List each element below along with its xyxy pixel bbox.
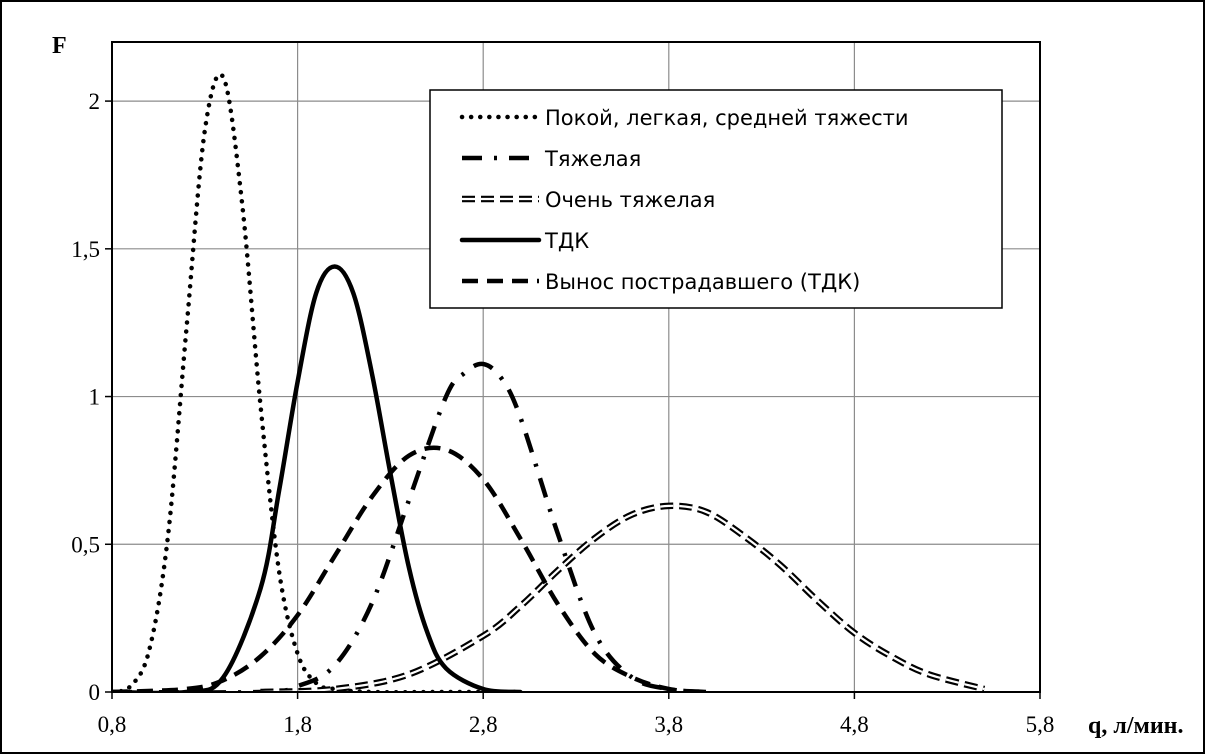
legend-label-0: Покой, легкая, средней тяжести bbox=[545, 106, 909, 130]
legend: Покой, легкая, средней тяжести Тяжелая Оче… bbox=[429, 89, 1003, 309]
x-ticks: 0,8 1,8 2,8 3,8 4,8 5,8 bbox=[98, 692, 1055, 737]
plot-area-border bbox=[111, 41, 1041, 693]
y-tick-label: 2 bbox=[89, 89, 101, 114]
series-line-4 bbox=[112, 445, 707, 692]
legend-label-3: ТДК bbox=[544, 229, 589, 253]
y-ticks: 0 0,5 1 1,5 2 bbox=[71, 89, 112, 705]
series-line-1 bbox=[112, 361, 707, 692]
legend-label-2: Очень тяжелая bbox=[545, 188, 715, 212]
y-tick-label: 1,5 bbox=[71, 237, 100, 262]
y-axis-label: F bbox=[52, 33, 67, 59]
x-tick-label: 5,8 bbox=[1026, 712, 1055, 737]
series-line-3 bbox=[112, 264, 523, 692]
x-axis-label: q, л/мин. bbox=[1088, 713, 1183, 739]
series-line-2 bbox=[260, 502, 986, 692]
x-tick-label: 0,8 bbox=[98, 712, 127, 737]
series-layer bbox=[112, 72, 986, 692]
x-tick-label: 3,8 bbox=[654, 712, 683, 737]
y-tick-label: 1 bbox=[89, 385, 101, 410]
x-tick-label: 4,8 bbox=[840, 712, 869, 737]
legend-label-4: Вынос пострадавшего (ТДК) bbox=[545, 270, 860, 294]
series-line-2 bbox=[260, 504, 985, 692]
x-tick-label: 1,8 bbox=[283, 712, 312, 737]
series-line-0 bbox=[112, 72, 523, 692]
y-tick-label: 0,5 bbox=[71, 532, 100, 557]
legend-label-1: Тяжелая bbox=[544, 147, 641, 171]
x-tick-label: 2,8 bbox=[469, 712, 498, 737]
y-tick-label: 0 bbox=[89, 680, 101, 705]
